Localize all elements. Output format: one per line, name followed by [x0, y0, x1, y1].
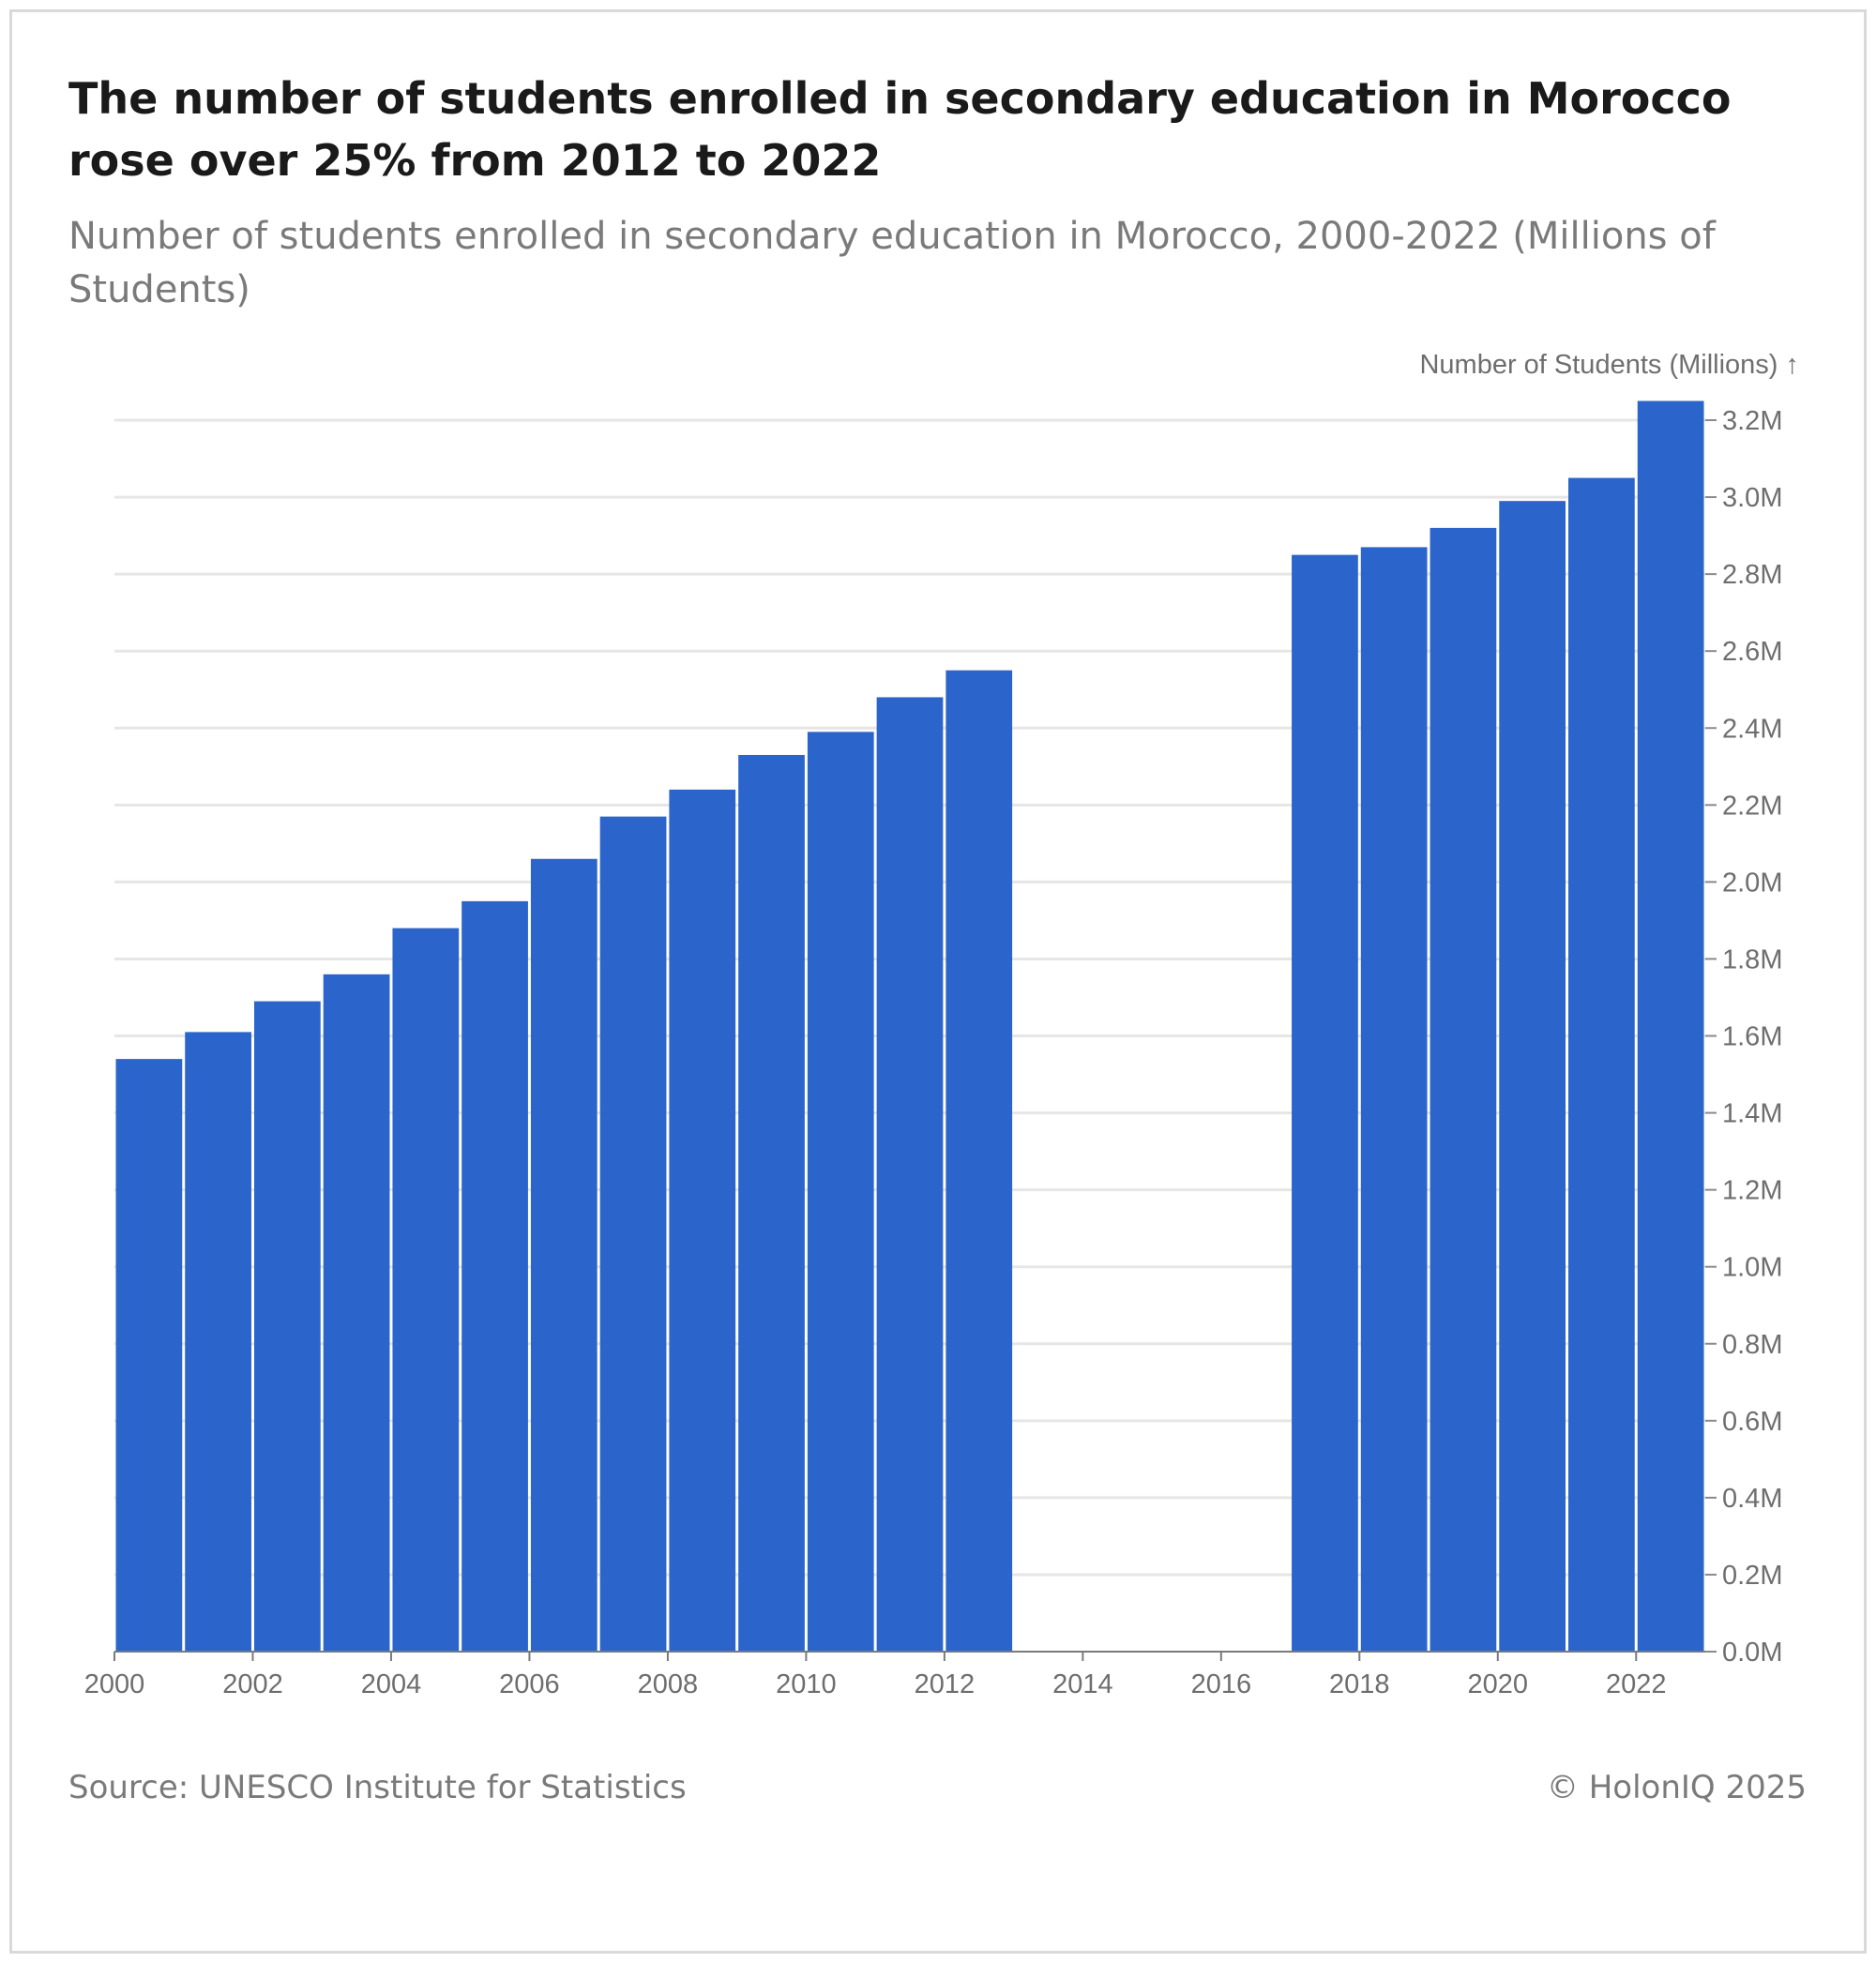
bar: [323, 974, 390, 1652]
source-note: Source: UNESCO Institute for Statistics: [68, 1769, 687, 1806]
bar: [461, 900, 528, 1652]
bar: [1430, 527, 1497, 1653]
x-tick-label: 2012: [915, 1669, 976, 1699]
y-tick-label: 0.6M: [1722, 1407, 1782, 1437]
y-tick-label: 1.8M: [1722, 944, 1782, 974]
bar: [738, 754, 805, 1652]
bar: [392, 928, 460, 1652]
bar: [115, 1059, 183, 1652]
bar-chart: 0.0M 0.2M 0.4M 0.6M 0.8M 1.0M 1.2M 1.4M 1.6M 1.8M…: [84, 350, 1799, 1699]
bars: [115, 400, 1704, 1653]
x-tick-label: 2006: [499, 1669, 560, 1699]
y-tick-label: 1.0M: [1722, 1253, 1782, 1283]
y-axis-title: Number of Students (Millions) ↑: [1419, 350, 1799, 380]
bar: [530, 858, 598, 1652]
bar: [807, 732, 874, 1652]
x-tick-label: 2022: [1606, 1669, 1667, 1699]
bar: [1292, 554, 1358, 1652]
y-tick-label: 3.0M: [1722, 483, 1782, 513]
x-tick-label: 2008: [638, 1669, 699, 1699]
chart-title: The number of students enrolled in secon…: [68, 73, 1732, 186]
y-tick-label: 2.8M: [1722, 560, 1782, 590]
y-tick-label: 1.6M: [1722, 1022, 1782, 1052]
y-tick-label: 2.6M: [1722, 637, 1782, 667]
bar: [876, 697, 944, 1652]
chart-subtitle: Number of students enrolled in secondary…: [68, 215, 1716, 311]
x-tick-label: 2014: [1052, 1669, 1113, 1699]
y-tick-label: 0.8M: [1722, 1330, 1782, 1360]
bar: [1568, 477, 1635, 1652]
y-tick-label: 2.2M: [1722, 791, 1782, 821]
bar: [1499, 501, 1566, 1652]
x-tick-label: 2002: [222, 1669, 283, 1699]
x-tick-label: 2000: [84, 1669, 145, 1699]
x-tick-label: 2016: [1191, 1669, 1252, 1699]
bar: [185, 1032, 251, 1652]
x-tick-label: 2004: [361, 1669, 422, 1699]
y-tick-label: 1.2M: [1722, 1176, 1782, 1206]
y-tick-label: 2.0M: [1722, 868, 1782, 898]
y-tick-label: 3.2M: [1722, 406, 1782, 436]
axes: 0.0M 0.2M 0.4M 0.6M 0.8M 1.0M 1.2M 1.4M 1.6M 1.8M…: [84, 406, 1783, 1699]
copyright-note: © HolonIQ 2025: [1546, 1769, 1807, 1806]
x-tick-label: 2020: [1468, 1669, 1529, 1699]
y-tick-label: 0.4M: [1722, 1484, 1782, 1514]
bar: [1360, 547, 1428, 1653]
y-tick-label: 1.4M: [1722, 1099, 1782, 1129]
y-tick-label: 0.0M: [1722, 1638, 1782, 1668]
y-tick-label: 0.2M: [1722, 1561, 1782, 1591]
bar: [1637, 400, 1704, 1652]
x-tick-label: 2018: [1329, 1669, 1390, 1699]
bar: [946, 670, 1013, 1652]
y-tick-label: 2.4M: [1722, 714, 1782, 744]
bar: [253, 1001, 321, 1652]
bar: [599, 816, 667, 1652]
x-tick-label: 2010: [776, 1669, 837, 1699]
bar: [669, 789, 736, 1652]
